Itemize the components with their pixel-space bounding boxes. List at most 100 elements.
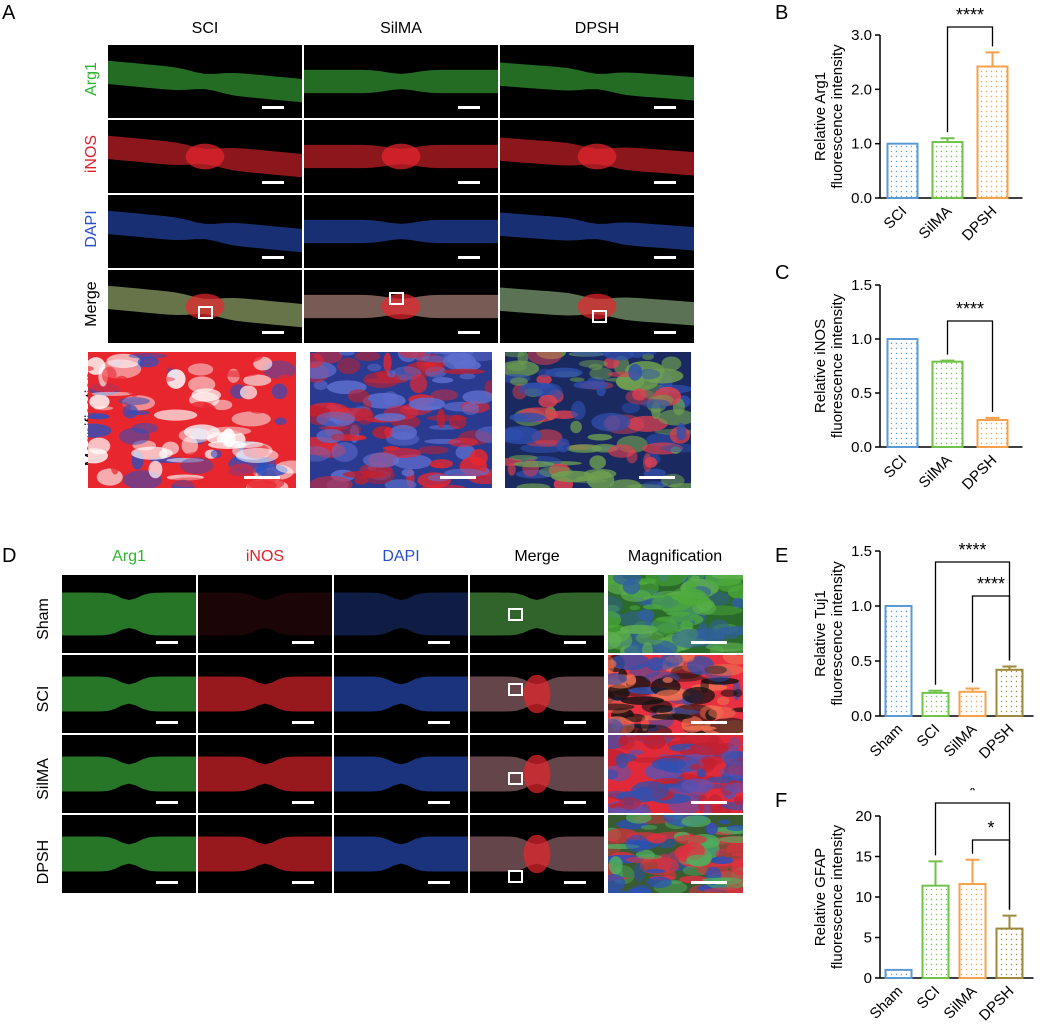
panel-a-col-sci: SCI (191, 20, 219, 37)
y-axis-label: Relative iNOS (812, 319, 829, 413)
scale-bar (654, 181, 676, 184)
bar (976, 419, 1009, 448)
y-axis-label: fluorescence intensity (829, 824, 846, 969)
region-of-interest-box (198, 306, 213, 319)
significance-bracket (946, 320, 994, 412)
panel-d-silma-arg1-image (62, 735, 196, 813)
panel-a-col-silma: SilMA (380, 20, 422, 37)
bar (995, 668, 1024, 718)
scale-bar (292, 721, 314, 724)
scale-bar (156, 641, 178, 644)
y-axis-label: Relative Tuj1 (812, 590, 829, 677)
panel-a-merge-silma-image (304, 270, 498, 343)
panel-d-row-silma: SilMA (35, 758, 52, 800)
panel-a-magnification-dpsh-image (505, 352, 691, 488)
y-axis-label: Relative Arg1 (812, 72, 829, 161)
y-tick-label: 1.0 (851, 331, 872, 348)
panel-d-col-magnification: Magnification (627, 548, 723, 565)
bar (886, 338, 919, 448)
scale-bar (244, 476, 280, 479)
significance-bracket (946, 26, 994, 133)
scale-bar (691, 721, 727, 724)
bar (931, 141, 964, 199)
y-tick-label: 2.0 (851, 81, 872, 98)
scale-bar (428, 721, 450, 724)
chart-c: 0.0 0.5 1.0 1.5 Relative iNOS fluorescence in… (812, 277, 1023, 493)
panel-d-sci-dapi-image (334, 655, 468, 733)
panel-d-silma-dapi-image (334, 735, 468, 813)
panel-a-row-arg1: Arg1 (83, 62, 100, 96)
panel-d-sham-dapi-image (334, 575, 468, 653)
significance-bracket (971, 595, 1011, 683)
x-tick-label: SilMA (941, 983, 981, 1023)
y-tick-label: 15 (855, 849, 872, 866)
significance-label: **** (977, 574, 1005, 594)
scale-bar (564, 721, 586, 724)
region-of-interest-box (508, 870, 523, 883)
region-of-interest-box (508, 608, 523, 621)
bar (958, 883, 987, 979)
scale-bar (262, 181, 284, 184)
region-of-interest-box (508, 683, 523, 696)
panel-a-dapi-sci-image (108, 195, 302, 268)
bar (976, 65, 1009, 199)
panel-d-magnification-sham-image (608, 575, 743, 653)
panel-d-row-sham: Sham (35, 598, 52, 640)
significance-label: * (969, 788, 976, 801)
scale-bar (564, 801, 586, 804)
x-tick-label: DPSH (976, 983, 1017, 1024)
panel-d-silma-inos-image (198, 735, 332, 813)
x-tick-label: DPSH (959, 452, 1000, 493)
y-tick-label: 0 (864, 970, 872, 987)
chart-b: 0.0 1.0 2.0 3.0 Relative Arg1 fluorescence in… (812, 5, 1023, 244)
panel-a-dapi-dpsh-image (500, 195, 694, 268)
scale-bar (691, 641, 727, 644)
panel-d-dpsh-merge-image (470, 815, 604, 893)
scale-bar (292, 801, 314, 804)
panel-a-inos-sci-image (108, 120, 302, 193)
scale-bar (639, 476, 675, 479)
scale-bar (458, 181, 480, 184)
panel-label-d: D (2, 545, 17, 567)
significance-label: **** (956, 299, 984, 319)
scale-bar (156, 721, 178, 724)
x-tick-label: SilMA (916, 452, 956, 492)
scale-bar (156, 881, 178, 884)
panel-d-col-merge: Merge (514, 548, 560, 565)
chart-e: 0.0 0.5 1.0 1.5 Relative Tuj1 fluorescence in… (812, 540, 1034, 762)
scale-bar (262, 106, 284, 109)
y-tick-label: 0.0 (851, 439, 872, 456)
scale-bar (292, 881, 314, 884)
panel-d-magnification-sci-image (608, 655, 743, 733)
panel-d-magnification-dpsh-image (608, 815, 743, 893)
x-tick-label: Sham (867, 721, 907, 761)
panel-a-merge-dpsh-image (500, 270, 694, 343)
bar (884, 968, 913, 979)
panel-d-magnification-silma-image (608, 735, 743, 813)
scale-bar (428, 881, 450, 884)
scale-bar (654, 256, 676, 259)
significance-label: **** (956, 5, 984, 25)
y-tick-label: 5 (864, 930, 872, 947)
panel-d-silma-merge-image (470, 735, 604, 813)
scale-bar (458, 106, 480, 109)
panel-d-sci-merge-image (470, 655, 604, 733)
scale-bar (691, 881, 727, 884)
y-tick-label: 1.0 (851, 136, 872, 153)
y-tick-label: 0.5 (851, 385, 872, 402)
panel-a-row-dapi: DAPI (83, 210, 100, 248)
chart-f: 0 5 10 15 20 Relative GFAP fluorescence intens… (812, 788, 1034, 1024)
panel-label-c: C (775, 262, 790, 284)
y-tick-label: 20 (855, 808, 872, 825)
x-tick-label: SCI (914, 721, 944, 751)
panel-a-magnification-silma-image (310, 352, 492, 488)
panel-label-a: A (2, 2, 16, 24)
y-tick-label: 0.0 (851, 190, 872, 207)
panel-d-sham-arg1-image (62, 575, 196, 653)
x-tick-label: SilMA (916, 203, 956, 243)
bar (921, 884, 950, 979)
region-of-interest-box (508, 772, 523, 785)
panel-d-sci-arg1-image (62, 655, 196, 733)
panel-a-arg1-sci-image (108, 45, 302, 118)
scale-bar (440, 476, 476, 479)
